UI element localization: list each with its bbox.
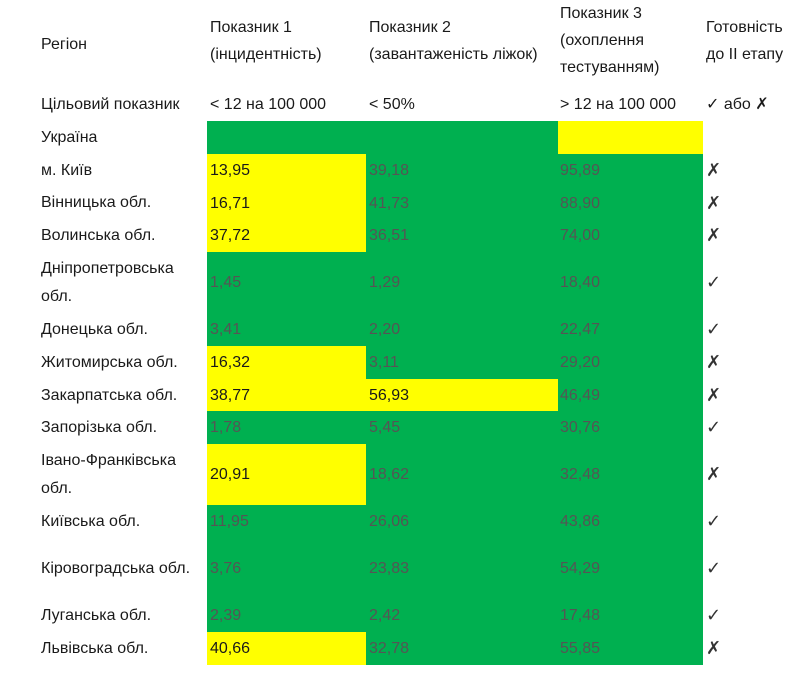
table-row: Київська обл. 11,95 26,06 43,86 ✓ (0, 505, 796, 538)
table-row: Україна (0, 121, 796, 154)
region-name: Дніпропетровська обл. (41, 259, 174, 305)
indicator-2-value: 18,62 (366, 444, 558, 505)
region-name: Вінницька обл. (41, 194, 152, 211)
header-region: Регіон (41, 35, 87, 53)
indicator-2-value: 36,51 (366, 219, 558, 252)
target-indicator-2: < 50% (369, 96, 415, 113)
indicator-2-value: 56,93 (366, 379, 558, 412)
indicator-2-value: 39,18 (366, 154, 558, 187)
readiness-mark: ✗ (706, 638, 722, 658)
readiness-mark: ✗ (706, 352, 722, 372)
region-name: Україна (41, 128, 98, 146)
indicator-3-value (558, 121, 703, 154)
indicator-3-value: 88,90 (558, 187, 703, 219)
indicator-1-value: 1,78 (207, 411, 366, 444)
region-name: Волинська обл. (41, 226, 156, 244)
table-row: Донецька обл. 3,41 2,20 22,47 ✓ (0, 313, 796, 346)
table-row: Вінницька обл. 16,71 41,73 88,90 ✗ (0, 187, 796, 219)
indicator-3-value: 43,86 (558, 505, 703, 538)
indicator-2-value: 41,73 (366, 187, 558, 219)
indicator-3-value: 95,89 (558, 154, 703, 187)
region-name: Житомирська обл. (41, 353, 178, 371)
region-name: Івано-Франківська обл. (41, 451, 176, 497)
table-row: Луганська обл. 2,39 2,42 17,48 ✓ (0, 599, 796, 632)
indicator-3-value: 54,29 (558, 538, 703, 599)
indicator-3-value: 46,49 (558, 379, 703, 412)
indicator-1-value: 38,77 (207, 379, 366, 412)
header-indicator-1: Показник 1 (інцидентність) (210, 19, 322, 63)
target-readiness: ✓ або ✗ (706, 96, 769, 113)
indicator-2-value: 32,78 (366, 632, 558, 665)
indicator-3-value: 18,40 (558, 252, 703, 313)
table-row: Кіровоградська обл. 3,76 23,83 54,29 ✓ (0, 538, 796, 599)
table-row: Львівська обл. 40,66 32,78 55,85 ✗ (0, 632, 796, 665)
indicator-3-value: 55,85 (558, 632, 703, 665)
table-row: Закарпатська обл. 38,77 56,93 46,49 ✗ (0, 379, 796, 412)
table-header: Регіон Показник 1 (інцидентність) Показн… (0, 0, 796, 88)
table-row: м. Київ 13,95 39,18 95,89 ✗ (0, 154, 796, 187)
indicator-1-value: 3,76 (207, 538, 366, 599)
readiness-mark (703, 121, 796, 154)
region-name: м. Київ (41, 161, 93, 179)
region-name: Запорізька обл. (41, 418, 158, 436)
region-name: Київська обл. (41, 512, 141, 530)
region-name: Луганська обл. (41, 606, 152, 624)
indicator-1-value: 2,39 (207, 599, 366, 632)
readiness-mark: ✗ (706, 385, 722, 405)
table-row: Дніпропетровська обл. 1,45 1,29 18,40 ✓ (0, 252, 796, 313)
indicator-1-value (207, 121, 366, 154)
indicator-1-value: 13,95 (207, 154, 366, 187)
indicator-1-value: 16,32 (207, 346, 366, 379)
table-row: Житомирська обл. 16,32 3,11 29,20 ✗ (0, 346, 796, 379)
indicator-3-value: 32,48 (558, 444, 703, 505)
indicator-2-value (366, 121, 558, 154)
table-row: Івано-Франківська обл. 20,91 18,62 32,48 ✗ (0, 444, 796, 505)
header-indicator-3: Показник 3 (охоплення тестуванням) (560, 5, 660, 76)
header-indicator-2: Показник 2 (завантаженість ліжок) (369, 19, 538, 63)
indicator-1-value: 20,91 (207, 444, 366, 505)
indicator-2-value: 5,45 (366, 411, 558, 444)
indicator-1-value: 1,45 (207, 252, 366, 313)
indicator-1-value: 3,41 (207, 313, 366, 346)
indicator-1-value: 11,95 (207, 505, 366, 538)
readiness-mark: ✓ (706, 511, 722, 531)
indicator-3-value: 29,20 (558, 346, 703, 379)
readiness-mark: ✗ (706, 464, 722, 484)
indicator-2-value: 26,06 (366, 505, 558, 538)
readiness-mark: ✓ (706, 417, 722, 437)
region-name: Львівська обл. (41, 639, 149, 657)
readiness-mark: ✗ (706, 225, 722, 245)
readiness-mark: ✓ (706, 272, 722, 292)
table-row: Запорізька обл. 1,78 5,45 30,76 ✓ (0, 411, 796, 444)
readiness-mark: ✓ (706, 605, 722, 625)
table-row: Волинська обл. 37,72 36,51 74,00 ✗ (0, 219, 796, 252)
target-indicator-3: > 12 на 100 000 (560, 96, 677, 113)
indicator-2-value: 2,20 (366, 313, 558, 346)
readiness-mark: ✗ (706, 192, 722, 213)
region-name: Кіровоградська обл. (41, 559, 191, 577)
indicator-3-value: 22,47 (558, 313, 703, 346)
readiness-mark: ✓ (706, 558, 722, 578)
indicator-1-value: 40,66 (207, 632, 366, 665)
indicator-2-value: 23,83 (366, 538, 558, 599)
indicator-3-value: 74,00 (558, 219, 703, 252)
target-row: Цільовий показник < 12 на 100 000 < 50% … (0, 90, 796, 120)
indicator-1-value: 37,72 (207, 219, 366, 252)
indicator-3-value: 30,76 (558, 411, 703, 444)
indicator-2-value: 1,29 (366, 252, 558, 313)
readiness-mark: ✓ (706, 319, 722, 339)
indicator-1-value: 16,71 (207, 187, 366, 219)
region-name: Закарпатська обл. (41, 386, 178, 404)
readiness-mark: ✗ (706, 160, 722, 180)
target-indicator-1: < 12 на 100 000 (210, 96, 327, 113)
indicator-3-value: 17,48 (558, 599, 703, 632)
header-readiness: Готовність до ІІ етапу (706, 19, 784, 63)
indicator-2-value: 2,42 (366, 599, 558, 632)
region-name: Донецька обл. (41, 320, 148, 338)
indicator-2-value: 3,11 (366, 346, 558, 379)
target-label: Цільовий показник (41, 96, 180, 113)
